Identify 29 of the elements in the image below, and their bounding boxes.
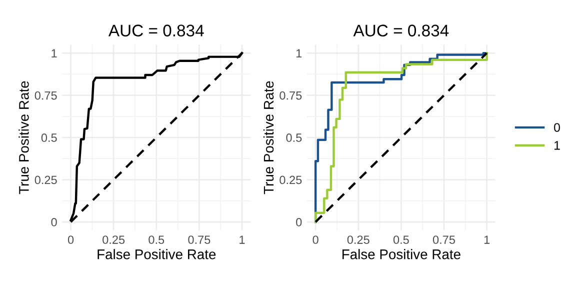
x-tick-label: 0.75 <box>432 236 455 244</box>
chart-title: AUC = 0.834 <box>353 24 449 36</box>
y-axis-title: True Positive Rate <box>18 81 29 194</box>
x-tick-label: 1 <box>240 236 245 244</box>
x-tick-label: 0.25 <box>347 236 370 244</box>
y-tick-label: 1 <box>52 49 57 58</box>
x-axis-title: False Positive Rate <box>342 249 460 260</box>
y-tick-label: 0.75 <box>34 91 57 100</box>
x-tick-label: 0 <box>312 236 318 244</box>
y-tick-label: 0.5 <box>286 134 302 142</box>
legend-label: 0 <box>554 123 560 132</box>
y-tick-label: 0 <box>296 218 302 226</box>
x-tick-label: 0 <box>68 236 74 244</box>
y-tick-label: 0.75 <box>280 91 302 100</box>
x-tick-label: 0.25 <box>102 236 125 244</box>
line-series <box>314 52 488 224</box>
y-axis-title: True Positive Rate <box>263 81 274 194</box>
x-tick-label: 1 <box>484 236 490 244</box>
x-axis-title: False Positive Rate <box>98 249 216 260</box>
y-tick-label: 1 <box>296 49 302 58</box>
x-tick-label: 0.75 <box>188 236 210 244</box>
x-tick-label: 0.5 <box>393 236 409 244</box>
chart-title: AUC = 0.834 <box>108 24 204 36</box>
x-tick-label: 0.5 <box>148 236 164 244</box>
y-tick-label: 0.25 <box>34 176 57 184</box>
y-tick-label: 0.25 <box>280 176 302 184</box>
y-tick-label: 0 <box>51 218 57 226</box>
legend-label: 1 <box>554 141 560 150</box>
y-tick-label: 0.5 <box>41 134 57 142</box>
